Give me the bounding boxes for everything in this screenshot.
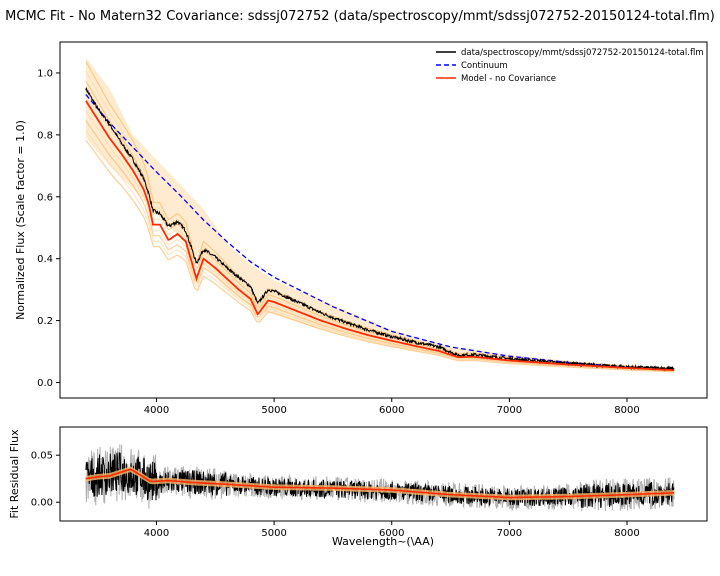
- main-y-tick-label: 0.8: [37, 130, 53, 141]
- main-y-tick-label: 0.2: [37, 316, 53, 327]
- model-band-area: [85, 57, 675, 372]
- main-x-tick-label: 7000: [497, 405, 522, 416]
- residual-axes-border: [59, 426, 708, 522]
- main-y-ticks: 0.0 0.2 0.4 0.6 0.8 1.0: [37, 68, 60, 389]
- figure-title: MCMC Fit - No Matern32 Covariance: sdssj…: [5, 9, 715, 24]
- residual-y-axis-label: Fit Residual Flux: [8, 429, 21, 519]
- legend-label-continuum: Continuum: [461, 61, 508, 71]
- main-series: [85, 87, 675, 372]
- main-y-axis-label: Normalized Flux (Scale factor = 1.0): [14, 120, 27, 320]
- main-y-tick-label: 1.0: [37, 68, 53, 79]
- main-axes-border: [59, 41, 708, 399]
- residual-y-tick-label: 0.05: [31, 451, 53, 462]
- x-axis-label: Wavelength~(\AA): [332, 535, 434, 548]
- model-line: [85, 100, 675, 372]
- residual-x-tick-label: 6000: [379, 528, 404, 539]
- residual-x-tick-label: 5000: [261, 528, 286, 539]
- main-x-tick-label: 4000: [144, 405, 169, 416]
- residual-y-tick-label: 0.00: [31, 498, 53, 509]
- main-panel: 4000 5000 6000 7000 8000 0.00.20.40.60.81.0 …: [14, 41, 708, 416]
- main-x-ticks: 4000 5000 6000 7000 8000: [144, 398, 640, 416]
- residual-panel: 4000 5000 6000 7000 8000 0.00 0.05 Fit Residu…: [8, 426, 708, 548]
- main-y-tick-label: 0.4: [37, 254, 53, 265]
- main-x-tick-label: 6000: [379, 405, 404, 416]
- legend-label-data: data/spectroscopy/mmt/sdssj072752-201501…: [461, 48, 704, 58]
- main-x-tick-label: 8000: [614, 405, 639, 416]
- data-spectrum-line: [85, 87, 675, 372]
- residual-x-tick-label: 8000: [614, 528, 639, 539]
- residual-x-tick-label: 7000: [497, 528, 522, 539]
- main-y-tick-label: 0.0: [37, 378, 53, 389]
- residual-series: [85, 444, 675, 512]
- main-y-tick-label: 0.6: [37, 192, 53, 203]
- residual-x-tick-label: 4000: [144, 528, 169, 539]
- model-sample-line: [85, 130, 675, 372]
- residual-x-ticks: 4000 5000 6000 7000 8000: [144, 521, 640, 539]
- residual-y-ticks: 0.00 0.05: [31, 451, 60, 509]
- residual-model-line: [85, 468, 675, 499]
- legend: data/spectroscopy/mmt/sdssj072752-201501…: [436, 48, 704, 84]
- legend-label-model: Model - no Covariance: [461, 74, 556, 84]
- main-x-tick-label: 5000: [261, 405, 286, 416]
